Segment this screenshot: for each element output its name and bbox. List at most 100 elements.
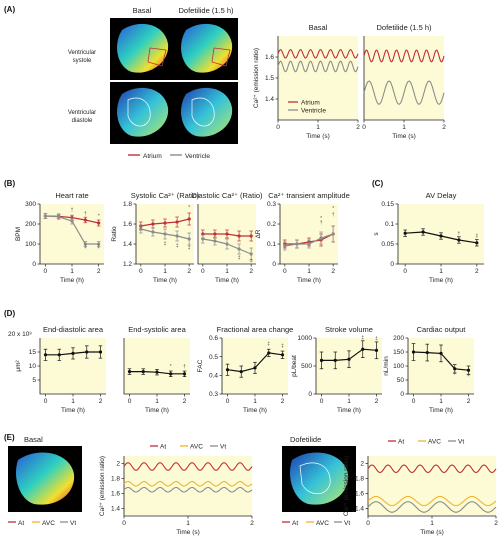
D_eda-series-0-point-2 (71, 351, 75, 355)
C_av-sig-mark-0: † (458, 231, 461, 237)
B_sys-series-1-point-3 (175, 234, 179, 238)
A_basal-ylabel: Ca²⁺ (emission ratio) (253, 48, 260, 108)
D_esa-series-0-point-0 (127, 370, 132, 374)
B_hr-series-1-point-0 (43, 214, 47, 218)
B_hr-xtick-label-2: 2 (97, 268, 101, 275)
A_dofe-xlabel: Time (s) (392, 133, 416, 140)
D_eda-series-0-point-0 (43, 353, 48, 357)
B_sys-xtick-label-1: 1 (163, 268, 167, 275)
D_sv-xlabel: Time (h) (337, 407, 361, 414)
C_av-series-0-point-2 (439, 234, 443, 238)
D_esa-xtick-label-0: 0 (128, 398, 132, 405)
B_hr-ytick-label-3: 300 (25, 201, 36, 208)
D_eda-title: End-diastolic area (43, 325, 104, 334)
B_sys-ytick-label-0: 1.2 (123, 261, 132, 268)
E_basal-ytick-label-0: 1.4 (111, 506, 120, 513)
B_amp-xtick-label-0: 0 (283, 268, 287, 275)
B_hr-series-1-point-1 (57, 215, 61, 219)
E_dofe-ytick-label-0: 1.4 (355, 506, 364, 513)
D_esa-sig-mark-1: † (183, 364, 186, 370)
B_amp-ytick-label-0: 0 (272, 261, 276, 268)
B_sys-xtick-label-2: 2 (187, 268, 191, 275)
E_basal-series-2-line (123, 486, 253, 493)
B_dia-series-1-point-3 (237, 247, 241, 251)
B_dia-xtick-label-0: 0 (201, 268, 205, 275)
B_hr-xtick-label-1: 1 (70, 268, 74, 275)
A_dofe-xtick-label-0: 0 (362, 124, 366, 131)
C_av-ytick-label-0: 0 (390, 261, 394, 268)
D_eda-series-0-point-3 (85, 350, 89, 354)
B_sys-title: Systolic Ca²⁺ (Ratio) (131, 191, 200, 200)
heart-col-label-dofetilide: Dofetilide (1.5 h) (178, 6, 234, 15)
D_eda-ytick-label-1: 10 (29, 363, 37, 370)
A_dofe-series-0-line (363, 49, 445, 63)
B_dia-series-0-point-1 (213, 232, 217, 236)
D_eda-plot-area (40, 338, 106, 394)
B_amp-xtick-label-1: 1 (307, 268, 311, 275)
D_sv-xtick-label-1: 1 (347, 398, 351, 405)
C_av-ytick-label-2: 0.1 (385, 221, 394, 228)
D_fac-series-0-point-4 (280, 353, 285, 357)
E_dofe-ylabel: Ca²⁺ (emission ratio) (343, 456, 350, 516)
D_co-xtick-label-0: 0 (412, 398, 416, 405)
D_co-ytick-label-2: 100 (393, 363, 404, 370)
E_dofe-series-2-line (367, 501, 497, 513)
B_amp-sig-mark-3: * (332, 206, 334, 212)
D_eda-y-multiplier: 20 x 10³ (8, 331, 32, 338)
D_co-xtick-label-1: 1 (439, 398, 443, 405)
heart-row-label-systole-2: systole (73, 58, 92, 64)
e-basal-legend-vt: Vt (70, 520, 76, 527)
D_sv-series-0-point-3 (361, 347, 365, 351)
B_dia-axes (197, 204, 256, 265)
B_amp-series-1-point-3 (319, 236, 323, 240)
D_co-xlabel: Time (h) (429, 407, 453, 414)
D_sv-title: Stroke volume (325, 325, 373, 334)
E_dofe-ytick-label-3: 2 (360, 461, 364, 468)
E_basal-legend-label-2: Vt (220, 444, 226, 451)
B_dia-xtick-label-2: 2 (249, 268, 253, 275)
D_esa-title: End-systolic area (128, 325, 186, 334)
e-dofe-legend-avc: AVC (316, 520, 329, 527)
A_basal-ytick-label-1: 1.5 (265, 75, 274, 82)
panel-label-c: (C) (372, 179, 383, 188)
D_esa-sig-mark-0: * (170, 364, 172, 370)
D_fac-sig-mark-1: ‡ (281, 343, 284, 349)
B_hr-title: Heart rate (55, 191, 88, 200)
B_sys-sig-mark-3: ‡ (188, 245, 191, 251)
B_sys-series-1-point-4 (187, 237, 191, 241)
E_dofe-ytick-label-1: 1.6 (355, 491, 364, 498)
A_basal-legend-label-0: Atrium (301, 100, 320, 107)
E_dofe-series-0-line (367, 464, 497, 474)
B_hr-plot-area (40, 204, 104, 264)
A_basal-series-0-line (277, 49, 359, 59)
D_fac-series-0-point-2 (253, 366, 257, 370)
heart-image-basal-systole (110, 18, 174, 80)
B_amp-ytick-label-3: 0.3 (267, 201, 276, 208)
D_eda-ylabel: μm² (15, 360, 22, 372)
heart-row-label-diastole-1: Ventricular (68, 110, 96, 116)
D_co-ytick-label-3: 150 (393, 349, 404, 356)
B_amp-ytick-label-2: 0.2 (267, 221, 276, 228)
E_basal-ylabel: Ca²⁺ (emission ratio) (99, 456, 106, 516)
B_dia-series-1-point-4 (249, 252, 253, 256)
B_sys-ytick-label-2: 1.6 (123, 221, 132, 228)
E_dofe-xlabel: Time (s) (420, 529, 444, 536)
B_sys-series-1-point-0 (139, 227, 143, 231)
E_dofe-xtick-label-0: 0 (366, 520, 370, 527)
B_hr-sig-mark-4: ‡ (97, 244, 100, 250)
D_esa-axes (123, 338, 190, 395)
A_basal-title: Basal (309, 23, 328, 32)
D_fac-xtick-label-0: 0 (226, 398, 230, 405)
D_co-series-0-point-0 (411, 350, 416, 354)
E_dofe-ytick-label-2: 1.8 (355, 476, 364, 483)
A_basal-ytick-label-0: 1.4 (265, 96, 274, 103)
C_av-series-0-point-1 (421, 230, 425, 234)
E_basal-ytick-label-1: 1.6 (111, 491, 120, 498)
E_basal-xtick-label-0: 0 (122, 520, 126, 527)
D_esa-xtick-label-1: 1 (155, 398, 159, 405)
C_av-ytick-label-3: 0.15 (381, 201, 394, 208)
heart-col-label-basal: Basal (133, 6, 152, 15)
D_co-xtick-label-2: 2 (467, 398, 471, 405)
D_co-ylabel: nL/min (383, 356, 390, 376)
charts-layer: Basal 0 1 2 1.4 1.5 1.6 Time (s) Ca²⁺ (emission … (8, 23, 498, 536)
